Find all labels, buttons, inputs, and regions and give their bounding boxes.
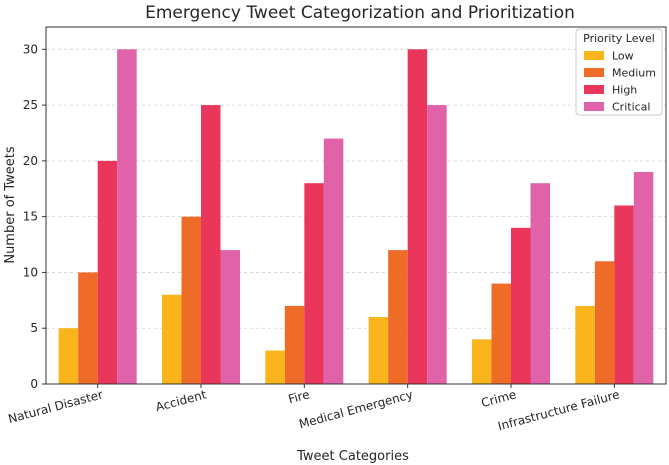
legend-swatch-high: [584, 85, 604, 94]
bar-medium-infrastructure-failure: [594, 261, 615, 384]
x-tick-label: Natural Disaster: [7, 387, 105, 426]
bar-medium-accident: [181, 216, 201, 384]
bar-low-accident: [162, 294, 182, 384]
x-tick-label: Accident: [154, 387, 208, 414]
bar-critical-infrastructure-failure: [633, 172, 654, 384]
plot-frame: [45, 26, 667, 385]
legend-swatch-critical: [584, 102, 604, 111]
bar-high-medical-emergency: [407, 49, 428, 384]
bar-medium-crime: [491, 283, 511, 384]
y-tick-label: 30: [23, 42, 38, 56]
chart-title: Emergency Tweet Categorization and Prior…: [145, 3, 575, 23]
x-axis-label: Tweet Categories: [296, 449, 409, 464]
legend-label-medium: Medium: [612, 67, 656, 80]
x-tick-label: Crime: [480, 387, 518, 410]
legend-swatch-medium: [584, 68, 604, 77]
bar-high-crime: [511, 227, 531, 384]
legend-label-low: Low: [612, 50, 634, 63]
y-tick-label: 5: [30, 321, 38, 335]
x-tick-label: Medical Emergency: [297, 387, 414, 431]
bar-critical-crime: [530, 183, 550, 384]
bar-critical-fire: [323, 138, 344, 384]
grid: [46, 48, 666, 385]
axes: [45, 26, 667, 385]
bar-high-infrastructure-failure: [614, 205, 634, 384]
x-tick-label: Fire: [287, 387, 311, 406]
y-axis-label: Number of Tweets: [3, 146, 18, 264]
bar-high-fire: [304, 183, 324, 384]
bar-low-natural-disaster: [58, 328, 79, 384]
bar-low-infrastructure-failure: [575, 305, 595, 384]
bar-critical-accident: [220, 250, 240, 384]
y-tick-label: 10: [23, 265, 38, 279]
bar-medium-medical-emergency: [388, 250, 408, 384]
legend-label-critical: Critical: [612, 101, 650, 114]
bar-critical-medical-emergency: [427, 105, 447, 384]
legend-label-high: High: [612, 84, 637, 97]
bar-low-crime: [472, 339, 492, 384]
legend-title: Priority Level: [583, 32, 655, 45]
bar-medium-natural-disaster: [78, 272, 98, 384]
y-tick-label: 25: [23, 98, 38, 112]
bar-medium-fire: [284, 305, 305, 384]
bar-high-accident: [201, 105, 221, 384]
bar-low-fire: [265, 350, 285, 384]
bar-critical-natural-disaster: [117, 49, 137, 384]
legend: Priority Level Low Medium High Critical: [575, 28, 663, 116]
bars: [58, 49, 654, 384]
y-ticks: 0 5 10 15 20 25 30: [23, 42, 46, 391]
y-tick-label: 20: [23, 154, 38, 168]
legend-swatch-low: [584, 51, 604, 60]
y-tick-label: 15: [23, 210, 38, 224]
bar-low-medical-emergency: [368, 317, 389, 384]
y-tick-label: 0: [30, 377, 38, 391]
bar-high-natural-disaster: [97, 160, 118, 384]
